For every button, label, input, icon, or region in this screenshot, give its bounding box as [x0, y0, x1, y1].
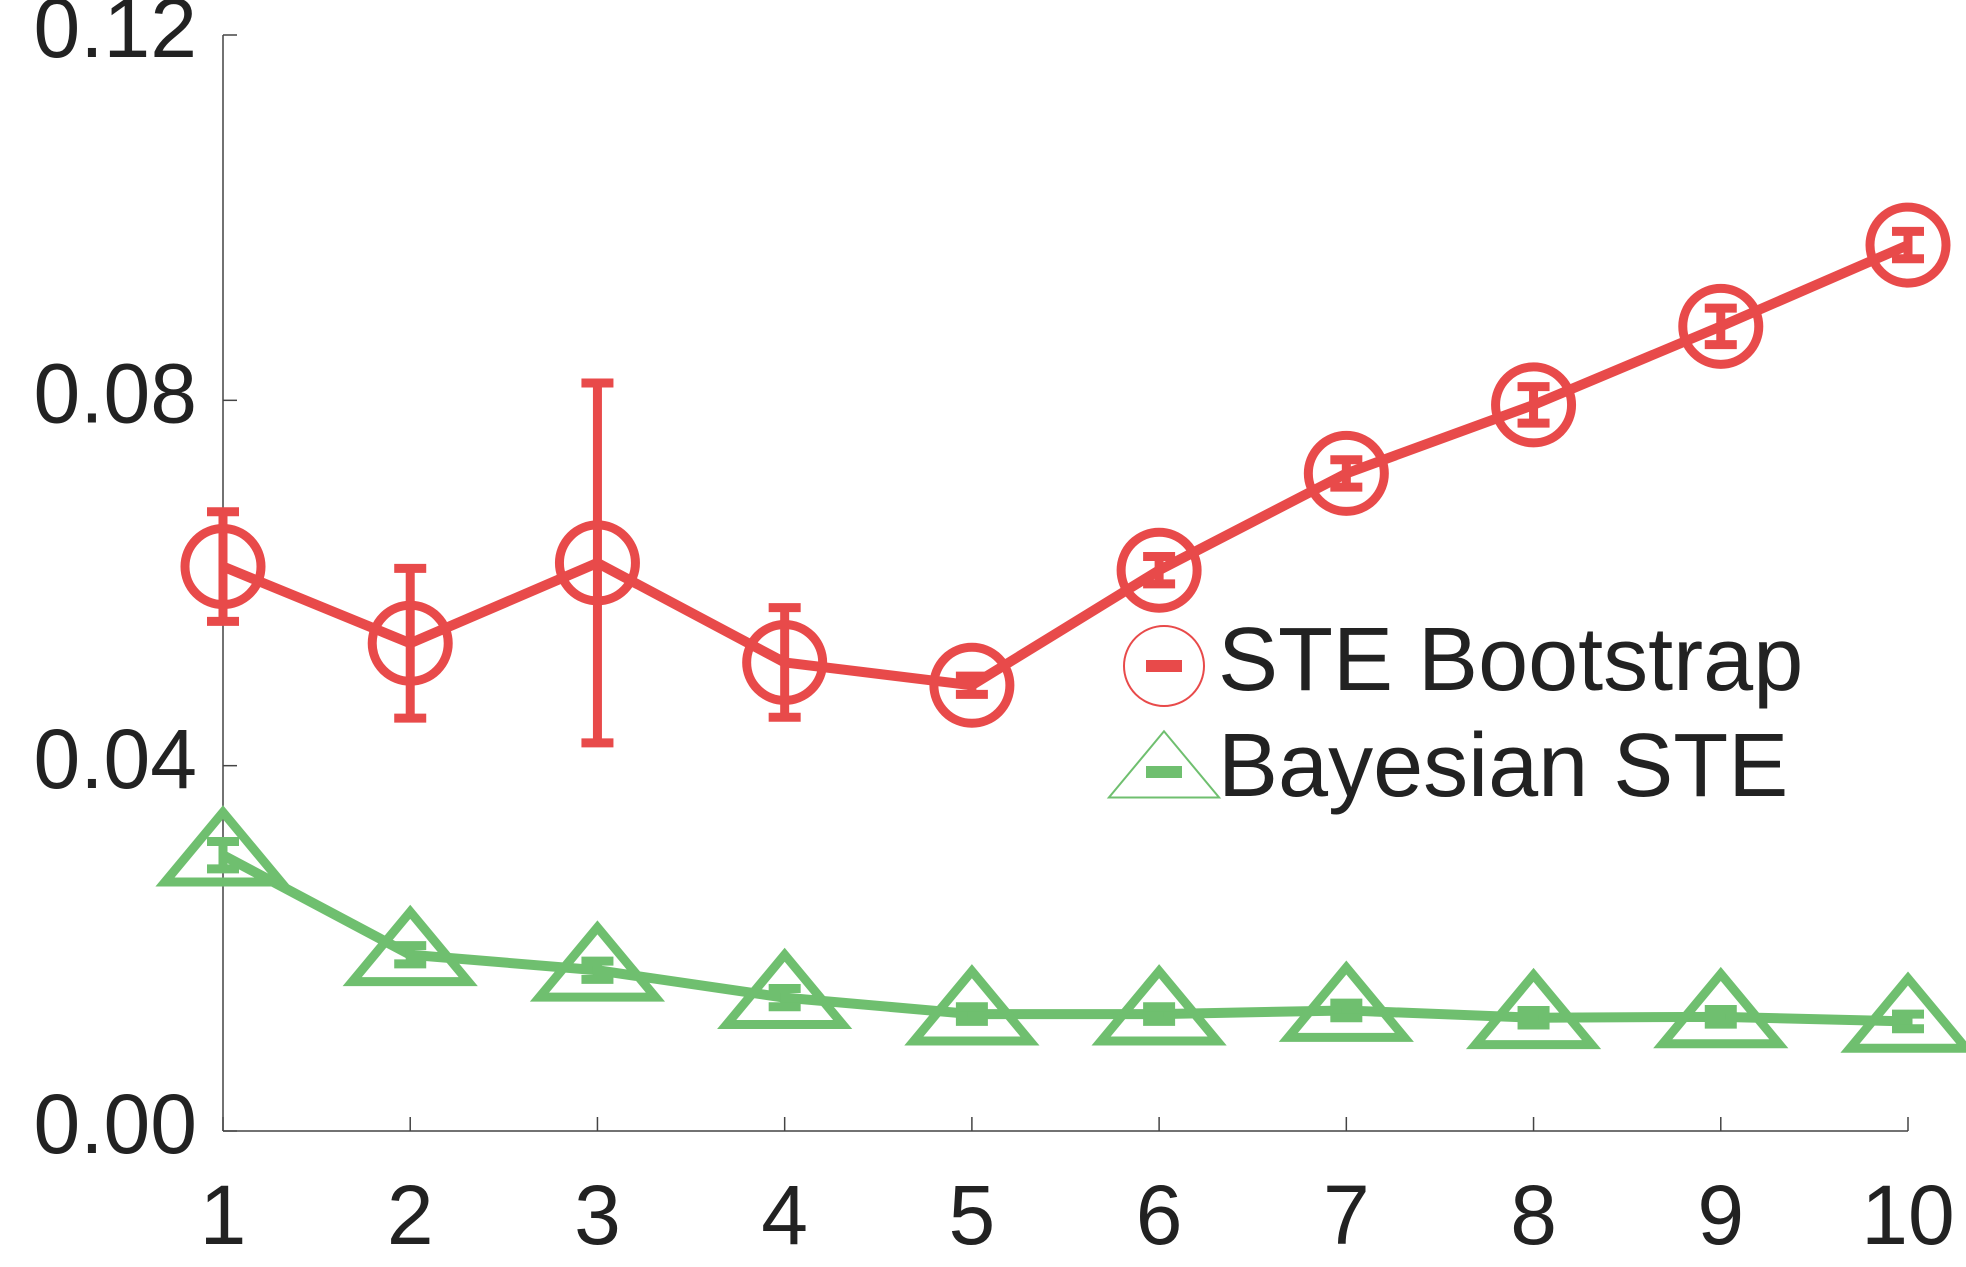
data-point — [1653, 966, 1789, 1049]
x-tick-label: 10 — [1861, 1168, 1954, 1262]
legend-label: Bayesian STE — [1218, 716, 1788, 816]
x-tick-label: 4 — [761, 1168, 808, 1262]
error-bar — [955, 671, 988, 699]
data-point — [1840, 971, 1966, 1053]
data-point — [1465, 967, 1602, 1050]
x-tick-label: 2 — [387, 1168, 434, 1262]
data-point — [742, 619, 828, 705]
data-point — [342, 904, 478, 987]
series-line — [220, 850, 1909, 1027]
error-bar — [1892, 226, 1924, 264]
y-tick-label: 0.12 — [34, 0, 198, 75]
error-bar — [1704, 303, 1737, 350]
legend-marker — [1123, 625, 1205, 707]
legend-marker — [1106, 729, 1222, 799]
data-point — [717, 947, 853, 1030]
data-point — [367, 600, 453, 686]
error-bar — [955, 1002, 988, 1026]
series-line — [221, 240, 1910, 691]
data-point — [1865, 202, 1951, 288]
y-tick-label: 0.04 — [34, 712, 198, 806]
y-tick-label: 0.08 — [34, 347, 198, 441]
data-point — [554, 520, 640, 606]
data-point — [904, 964, 1040, 1046]
error-bar — [1517, 1005, 1550, 1030]
x-tick-label: 9 — [1697, 1168, 1744, 1262]
data-point — [180, 524, 266, 610]
error-bar — [207, 836, 239, 874]
error-bar — [394, 563, 427, 723]
data-point — [529, 920, 666, 1002]
error-bar — [1143, 552, 1176, 589]
data-point — [1678, 283, 1764, 369]
data-point — [1116, 527, 1202, 613]
legend-label: STE Bootstrap — [1218, 610, 1803, 710]
x-tick-label: 6 — [1136, 1168, 1183, 1262]
error-bar — [1892, 1009, 1924, 1034]
error-bar — [1517, 382, 1550, 428]
data-point — [1278, 960, 1414, 1042]
data-point — [1303, 430, 1389, 516]
error-bar — [1330, 455, 1363, 492]
error-bar — [1330, 998, 1363, 1023]
error-bar — [1704, 1005, 1737, 1029]
x-tick-label: 1 — [200, 1168, 247, 1262]
x-tick-label: 3 — [574, 1168, 621, 1262]
error-bar — [768, 984, 801, 1012]
data-point — [929, 642, 1015, 728]
data-point — [1491, 362, 1577, 448]
y-tick-label: 0.00 — [34, 1077, 198, 1171]
error-bar — [581, 956, 614, 984]
error-bar — [394, 941, 427, 969]
data-point — [155, 805, 291, 887]
x-tick-label: 8 — [1510, 1168, 1557, 1262]
x-tick-label: 5 — [949, 1168, 996, 1262]
x-tick-label: 7 — [1323, 1168, 1370, 1262]
data-point — [1091, 964, 1227, 1046]
error-bar — [581, 378, 614, 748]
error-bar — [1143, 1002, 1176, 1026]
